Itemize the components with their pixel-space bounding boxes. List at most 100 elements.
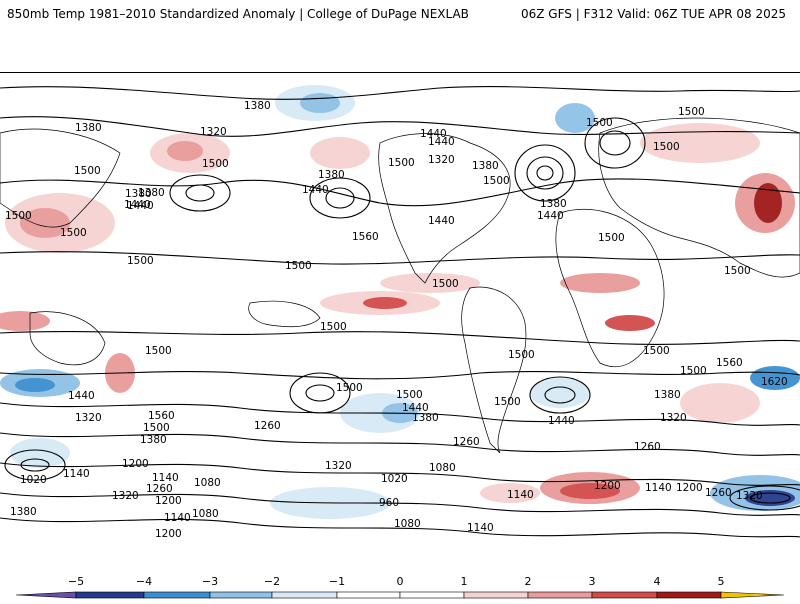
contour-label: 1500 [388,157,415,169]
pacific-islands-outline [248,300,321,328]
contour-label: 1140 [467,522,494,534]
contour-label: 1320 [428,154,455,166]
contour-label: 1440 [537,210,564,222]
contour-label: 1500 [432,278,459,290]
colorbar-tick-label: 4 [654,575,661,588]
contour-label: 1140 [164,512,191,524]
contour-label: 1140 [63,468,90,480]
contour-label: 1380 [125,188,152,200]
colorbar-segment [527,591,593,599]
north-america-outline [378,133,511,284]
contour-label: 1020 [381,473,408,485]
contour-label: 1020 [20,474,47,486]
contour-label: 1500 [202,158,229,170]
colorbar-tick-label: −3 [202,575,218,588]
australia-outline [29,311,106,366]
contour-label: 1500 [285,260,312,272]
contour-label: 1560 [148,410,175,422]
colorbar-segment [336,591,401,599]
model-run-info: 06Z GFS | F312 Valid: 06Z TUE APR 08 202… [520,7,786,21]
contour-label: 1380 [412,412,439,424]
contour-label: 1260 [634,441,661,453]
contour-label: 1440 [428,136,455,148]
contour-label: 1140 [152,472,179,484]
contour-label: 1500 [145,345,172,357]
south-america-outline [461,286,527,454]
colorbar-segment [720,591,785,599]
eurasia-outline [598,117,800,278]
contour-label: 1380 [10,506,37,518]
colorbar-segment [591,591,658,599]
colorbar-ticks: −5 −4 −3 −2 −1 0 1 2 3 4 5 [68,575,725,588]
colorbar-segment [463,591,529,599]
contour-label: 1500 [508,349,535,361]
contour-label: 1200 [155,495,182,507]
colorbar-segment [143,591,211,599]
contour-label: 1500 [586,117,613,129]
contour-label: 1500 [74,165,101,177]
contour-label: 1500 [483,175,510,187]
contour-label: 1080 [192,508,219,520]
colorbar-segment [656,591,722,599]
contour-label: 1500 [336,382,363,394]
contour-label: 1140 [645,482,672,494]
colorbar-tick-label: 3 [589,575,596,588]
colorbar-tick-label: −1 [329,575,345,588]
contour-label: 1500 [678,106,705,118]
contour-label: 1500 [396,389,423,401]
colorbar-svg: −5 −4 −3 −2 −1 0 1 2 3 4 5 [15,575,785,599]
contour-label: 1500 [143,422,170,434]
colorbar-tick-label: −4 [136,575,152,588]
contour-label: 1200 [155,528,182,540]
colorbar-segment [15,591,77,599]
world-map: 1380 1380 1320 1440 1500 1500 1500 1380 … [0,72,800,559]
contour-label: 1440 [548,415,575,427]
contour-label: 1320 [736,490,763,502]
contour-label: 1500 [5,210,32,222]
contour-label: 1440 [302,184,329,196]
contour-label: 1320 [660,412,687,424]
colorbar-segment [209,591,273,599]
contour-label: 1380 [540,198,567,210]
contour-label: 1080 [394,518,421,530]
contour-label: 1500 [60,227,87,239]
contour-labels: 1380 1380 1320 1440 1500 1500 1500 1380 … [5,100,788,540]
contour-label: 1440 [124,199,151,211]
contour-label: 1080 [429,462,456,474]
contour-label: 1200 [122,458,149,470]
contour-label: 1440 [420,128,447,140]
map-title: 850mb Temp 1981–2010 Standardized Anomal… [7,7,469,21]
map-canvas: 1380 1380 1320 1440 1500 1500 1500 1380 … [0,73,800,559]
colorbar-tick-label: −2 [264,575,280,588]
contour-label: 1380 [75,122,102,134]
contour-label: 1500 [598,232,625,244]
contour-label: 1500 [643,345,670,357]
contour-label: 1260 [705,487,732,499]
colorbar-tick-label: 5 [718,575,725,588]
contour-label: 1140 [507,489,534,501]
contour-label: 1200 [594,480,621,492]
colorbar-tick-label: −5 [68,575,84,588]
contour-label: 1440 [127,200,154,212]
contour-label: 1380 [318,169,345,181]
contour-label: 1560 [352,231,379,243]
colorbar-tick-label: 1 [461,575,468,588]
colorbar-legend: −5 −4 −3 −2 −1 0 1 2 3 4 5 [0,570,800,600]
colorbar-segment [271,591,338,599]
contour-label: 1500 [320,321,347,333]
contour-label: 1320 [112,490,139,502]
contour-label: 1380 [140,434,167,446]
contour-label: 1500 [653,141,680,153]
contour-label: 1320 [325,460,352,472]
contour-label: 1440 [402,402,429,414]
colorbar-tick-label: 0 [397,575,404,588]
header: 850mb Temp 1981–2010 Standardized Anomal… [0,0,800,30]
contour-label: 1380 [472,160,499,172]
contour-label: 960 [379,497,399,509]
contour-label: 1380 [654,389,681,401]
contour-label: 1380 [138,187,165,199]
colorbar-segment [75,591,145,599]
contour-label: 1500 [724,265,751,277]
contour-label: 1500 [494,396,521,408]
contour-label: 1380 [244,100,271,112]
